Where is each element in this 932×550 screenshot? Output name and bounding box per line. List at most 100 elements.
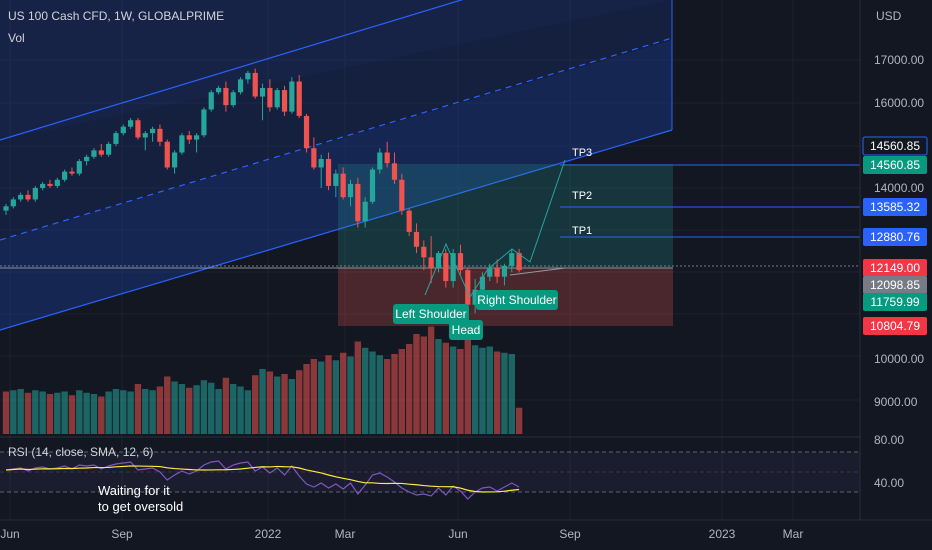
candle-body xyxy=(259,87,266,97)
candle xyxy=(3,204,9,215)
volume-bar xyxy=(156,386,164,434)
candle xyxy=(311,137,317,170)
candle-body xyxy=(69,171,75,174)
candle-body xyxy=(406,210,412,232)
candle xyxy=(274,87,280,110)
candle-body xyxy=(32,188,38,200)
volume-bar xyxy=(252,375,259,434)
tp2-label: TP2 xyxy=(572,190,592,202)
volume-bar xyxy=(376,355,384,434)
candle-body xyxy=(384,152,390,164)
note-line-2: to get oversold xyxy=(98,499,183,514)
candle-body xyxy=(179,135,185,153)
volume-bar xyxy=(471,345,479,434)
tp1-label: TP1 xyxy=(572,225,592,237)
candle xyxy=(10,197,16,209)
candle-body xyxy=(186,135,192,140)
candle-body xyxy=(318,158,324,168)
candle xyxy=(142,130,148,151)
candle-body xyxy=(193,135,200,140)
volume-bar xyxy=(383,359,391,434)
candle-body xyxy=(215,87,222,93)
candle-body xyxy=(230,92,236,106)
candle-body xyxy=(369,169,376,202)
volume-bar xyxy=(222,377,230,434)
candle-body xyxy=(377,152,383,170)
candle-body xyxy=(128,120,134,127)
head-label: Head xyxy=(449,320,483,340)
price-tag: 11759.99 xyxy=(863,293,927,311)
candle-body xyxy=(325,158,332,186)
candle-body xyxy=(84,156,90,162)
candle-body xyxy=(40,183,46,188)
candle xyxy=(252,68,258,99)
price-tag-bg xyxy=(863,317,927,335)
candle xyxy=(340,167,346,200)
candle xyxy=(76,158,82,176)
price-tag-bg xyxy=(863,293,927,311)
candle xyxy=(509,248,515,273)
time-tick: Mar xyxy=(783,527,804,541)
volume-bar xyxy=(266,371,274,434)
candle-body xyxy=(421,246,427,258)
candle-body xyxy=(47,183,53,186)
candle-layer xyxy=(3,68,522,314)
candle-body xyxy=(428,257,434,268)
head-text: Head xyxy=(452,323,481,337)
candle xyxy=(318,154,324,188)
candle xyxy=(369,167,376,205)
volume-bar xyxy=(127,391,134,434)
currency-label: USD xyxy=(876,9,902,23)
volume-bar xyxy=(24,392,32,434)
candle xyxy=(91,148,97,159)
volume-bar xyxy=(200,380,208,434)
candle-body xyxy=(311,148,317,168)
volume-bar xyxy=(2,391,10,434)
candle xyxy=(47,179,53,188)
candle xyxy=(391,152,398,184)
price-tag-text: 13585.32 xyxy=(870,200,920,214)
candle xyxy=(120,124,126,136)
price-tick: 9000.00 xyxy=(874,395,918,409)
price-tag: 14560.85 xyxy=(862,136,928,156)
neck-projection xyxy=(509,267,566,276)
candle xyxy=(128,118,134,129)
candle-body xyxy=(347,183,354,198)
candle-body xyxy=(245,72,251,80)
right-shoulder-label: Right Shoulder xyxy=(476,290,558,310)
channel-fill xyxy=(0,0,672,330)
volume-bar xyxy=(230,384,237,434)
volume-bar xyxy=(486,346,493,434)
volume-bar xyxy=(413,334,420,434)
volume-bar xyxy=(17,389,24,434)
volume-bar xyxy=(193,385,200,434)
channel-mid-line xyxy=(0,37,673,241)
volume-bar xyxy=(457,349,464,434)
candle xyxy=(201,107,207,138)
volume-bar xyxy=(171,381,178,434)
candle xyxy=(179,133,185,155)
candle xyxy=(296,75,302,119)
candle-body xyxy=(303,115,310,149)
candle-body xyxy=(479,276,486,290)
volume-bar xyxy=(435,339,442,434)
candle xyxy=(230,90,236,108)
volume-bar xyxy=(464,337,471,434)
candle xyxy=(457,244,464,275)
price-tag-bg xyxy=(862,136,928,156)
candle-body xyxy=(399,179,405,211)
candle xyxy=(164,139,170,170)
volume-bar xyxy=(493,351,501,434)
volume-bar xyxy=(105,391,112,434)
time-tick: Sep xyxy=(111,527,133,541)
volume-bar xyxy=(61,391,68,434)
candle xyxy=(25,190,31,202)
candle xyxy=(413,223,420,254)
candle-body xyxy=(281,90,288,112)
candle-body xyxy=(413,231,420,247)
candle xyxy=(40,181,46,191)
price-tag-bg xyxy=(863,198,927,216)
candle-body xyxy=(106,143,112,155)
left-shoulder-label: Left Shoulder xyxy=(393,304,469,324)
candle-body xyxy=(340,173,346,198)
